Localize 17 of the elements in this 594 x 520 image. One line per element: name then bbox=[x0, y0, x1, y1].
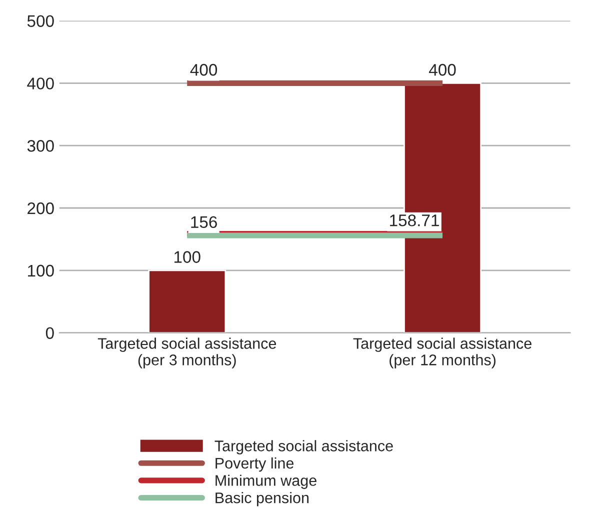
x-tick-label: Targeted social assistance (per 3 months) bbox=[98, 338, 276, 368]
data-label: 156 bbox=[191, 216, 217, 228]
y-tick-label: 200 bbox=[28, 202, 54, 214]
y-tick-label: 300 bbox=[27, 140, 54, 152]
legend-label: Basic pension bbox=[216, 492, 309, 506]
y-tick-label: 100 bbox=[28, 264, 54, 277]
y-tick-label: 500 bbox=[27, 15, 54, 28]
legend-label: Minimum wage bbox=[216, 474, 316, 489]
data-label: 100 bbox=[174, 251, 200, 263]
data-label: 400 bbox=[190, 64, 218, 76]
y-tick-label: 400 bbox=[27, 78, 54, 90]
x-tick-label: Targeted social assistance (per 12 months) bbox=[353, 338, 532, 368]
data-label: 400 bbox=[429, 64, 456, 76]
y-tick-label: 0 bbox=[46, 327, 54, 340]
legend-label: Poverty line bbox=[216, 457, 294, 472]
legend-label: Targeted social assistance bbox=[214, 440, 393, 454]
data-label: 158.71 bbox=[390, 214, 439, 226]
